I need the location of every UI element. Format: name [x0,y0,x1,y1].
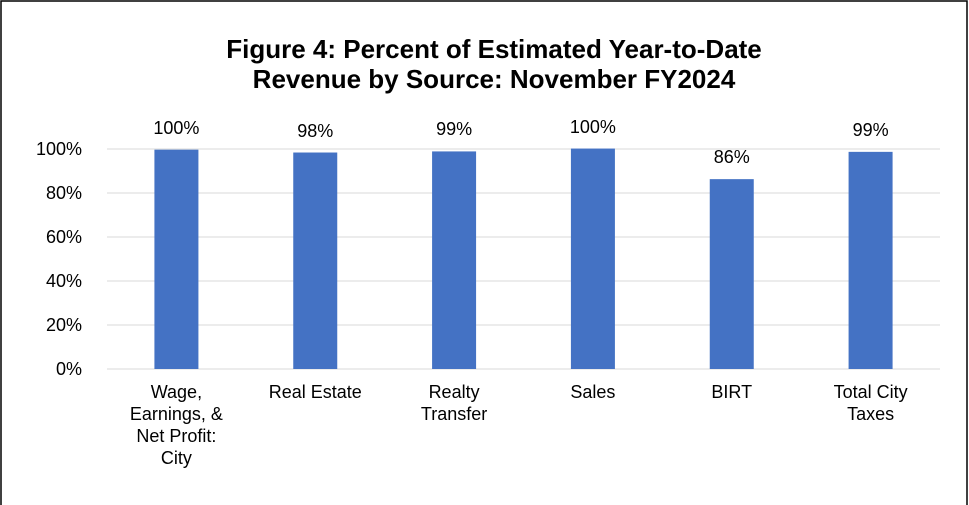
bar [432,151,477,369]
data-label: 99% [436,119,473,140]
y-tick-label: 40% [45,271,82,291]
chart-title: Figure 4: Percent of Estimated Year-to-D… [226,34,762,94]
x-tick-label: BIRT [711,382,753,402]
x-tick-label: Real Estate [268,382,362,402]
y-tick-label: 0% [55,359,82,379]
data-label: 100% [569,116,616,137]
bar [848,151,893,369]
y-tick-label: 100% [35,139,82,159]
x-tick-label: Total City Taxes [833,382,908,424]
data-label: 99% [852,119,889,140]
bar [293,152,338,369]
bar [570,148,615,369]
y-tick-label: 60% [45,227,82,247]
y-tick-label: 20% [45,315,82,335]
bar [709,179,754,369]
data-label: 98% [297,120,334,141]
data-label: 100% [153,117,200,138]
x-tick-label: Wage, Earnings, & Net Profit: City [129,382,223,468]
x-tick-label: Realty Transfer [420,382,488,424]
y-tick-label: 80% [45,183,82,203]
data-label: 86% [713,147,750,168]
bar [154,149,199,369]
x-tick-label: Sales [570,382,616,402]
